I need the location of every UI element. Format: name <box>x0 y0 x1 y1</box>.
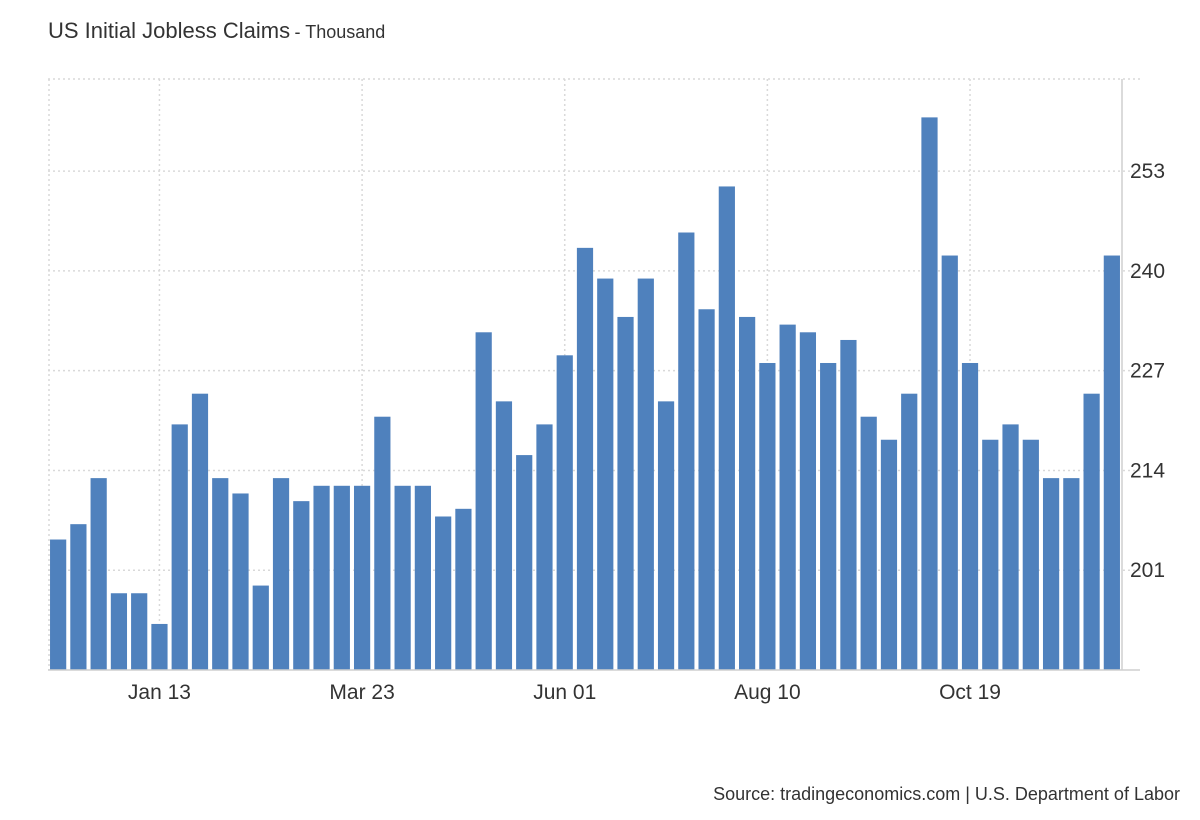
bar <box>455 508 472 670</box>
chart-title-row: US Initial Jobless Claims - Thousand <box>48 18 385 44</box>
bar <box>840 339 857 670</box>
bar <box>394 485 411 670</box>
bar <box>414 485 431 670</box>
bar <box>678 232 695 670</box>
bar <box>131 593 148 670</box>
bar <box>1022 439 1039 670</box>
bar <box>353 485 371 670</box>
bar <box>232 493 249 670</box>
bar <box>374 416 391 670</box>
bar <box>576 247 594 671</box>
bar <box>536 424 553 670</box>
bar <box>171 424 188 670</box>
x-tick-label: Oct 19 <box>939 681 1001 704</box>
bar <box>1063 478 1080 670</box>
bar <box>435 516 452 670</box>
bar <box>293 501 310 670</box>
bar <box>556 355 573 670</box>
bar <box>637 278 654 670</box>
bar <box>313 485 330 670</box>
bar <box>333 485 350 670</box>
source-note: Source: tradingeconomics.com | U.S. Depa… <box>713 784 1180 804</box>
bar <box>495 401 513 670</box>
x-tick-label: Mar 23 <box>329 681 394 704</box>
bar <box>698 309 715 670</box>
bar <box>820 362 837 670</box>
bar <box>880 439 898 670</box>
bar <box>799 332 817 670</box>
bar <box>50 539 67 670</box>
bar <box>1002 424 1019 670</box>
bar <box>272 478 290 670</box>
bar <box>657 401 675 670</box>
bar <box>921 117 938 670</box>
bar <box>982 439 999 670</box>
bar <box>617 316 634 670</box>
bar <box>475 332 492 670</box>
x-tick-label: Aug 10 <box>734 681 801 704</box>
chart-title: US Initial Jobless Claims <box>48 18 291 43</box>
bar <box>151 623 168 670</box>
bar <box>941 255 958 670</box>
bar <box>191 393 209 670</box>
x-tick-label: Jan 13 <box>128 681 191 704</box>
y-tick-label: 227 <box>1130 360 1165 383</box>
bar <box>739 316 756 670</box>
chart-subtitle: - Thousand <box>294 22 386 42</box>
bar <box>90 478 107 670</box>
bar <box>212 478 229 670</box>
x-tick-label: Jun 01 <box>533 681 596 704</box>
bar <box>901 393 918 670</box>
bar <box>1083 393 1100 670</box>
y-tick-label: 214 <box>1130 459 1165 482</box>
bar <box>516 455 533 670</box>
bar <box>252 585 269 670</box>
bar <box>1103 255 1120 670</box>
bar <box>779 324 796 670</box>
bar <box>597 278 614 670</box>
bar <box>860 416 877 670</box>
bar <box>110 593 128 670</box>
y-tick-label: 240 <box>1130 260 1165 283</box>
y-tick-label: 253 <box>1130 160 1165 183</box>
bar <box>70 524 87 670</box>
y-tick-label: 201 <box>1130 559 1165 582</box>
bar <box>718 186 735 670</box>
bar <box>759 362 776 670</box>
bar <box>1042 478 1060 670</box>
bar <box>961 362 979 670</box>
